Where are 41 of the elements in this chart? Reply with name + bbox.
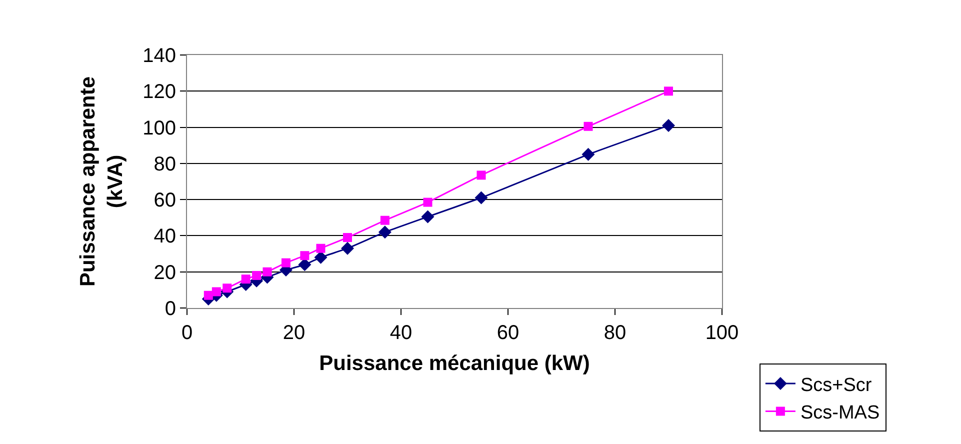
point bbox=[252, 270, 262, 280]
point bbox=[582, 148, 595, 161]
point bbox=[262, 267, 272, 276]
y-axis-title: Puissance apparente (kVA) bbox=[76, 76, 127, 287]
x-tick-label: 20 bbox=[282, 322, 306, 344]
point bbox=[316, 244, 326, 253]
point bbox=[343, 233, 352, 242]
point bbox=[584, 122, 593, 131]
y-tick-label: 140 bbox=[142, 45, 176, 67]
point bbox=[341, 242, 354, 255]
x-tick-label: 100 bbox=[705, 322, 739, 344]
point bbox=[314, 250, 328, 264]
y-tick-label: 20 bbox=[154, 262, 176, 284]
x-axis-title: Puissance mécanique (kW) bbox=[319, 352, 590, 376]
point bbox=[474, 191, 488, 204]
x-tick-label: 80 bbox=[604, 322, 626, 344]
point bbox=[241, 274, 250, 284]
x-tick-label: 0 bbox=[181, 322, 193, 344]
point bbox=[300, 251, 310, 260]
point bbox=[664, 86, 673, 96]
x-tick-label: 60 bbox=[496, 322, 520, 344]
point bbox=[281, 258, 290, 268]
point bbox=[212, 287, 221, 296]
legend-label: Scs+Scr bbox=[800, 374, 872, 396]
point bbox=[204, 290, 213, 300]
point bbox=[476, 170, 486, 180]
point bbox=[421, 210, 434, 224]
legend-label: Scs-MAS bbox=[800, 402, 880, 424]
point bbox=[222, 284, 232, 293]
y-tick-label: 120 bbox=[142, 81, 176, 104]
point bbox=[380, 216, 390, 225]
y-tick-label: 40 bbox=[154, 226, 176, 248]
x-tick-label: 40 bbox=[390, 322, 412, 344]
y-tick-label: 80 bbox=[154, 153, 176, 176]
point bbox=[378, 226, 392, 239]
point bbox=[298, 258, 312, 272]
point bbox=[423, 198, 432, 207]
y-tick-label: 60 bbox=[154, 190, 176, 212]
point bbox=[662, 118, 675, 132]
y-tick-label: 100 bbox=[142, 117, 176, 140]
y-tick-label: 0 bbox=[164, 298, 176, 320]
